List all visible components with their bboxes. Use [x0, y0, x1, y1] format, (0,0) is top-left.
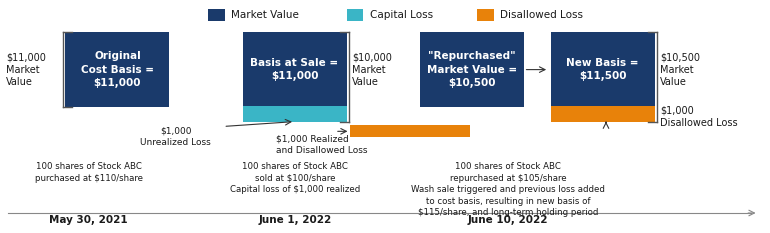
Text: May 30, 2021: May 30, 2021	[49, 215, 128, 225]
Text: 100 shares of Stock ABC
purchased at $110/share: 100 shares of Stock ABC purchased at $11…	[35, 162, 142, 183]
Text: $1,000
Disallowed Loss: $1,000 Disallowed Loss	[660, 106, 738, 128]
Text: New Basis =
$11,500: New Basis = $11,500	[566, 58, 639, 81]
Text: $1,000
Unrealized Loss: $1,000 Unrealized Loss	[140, 127, 211, 147]
Text: $10,500
Market
Value: $10,500 Market Value	[660, 52, 700, 87]
FancyBboxPatch shape	[65, 32, 169, 107]
Text: $11,000
Market
Value: $11,000 Market Value	[6, 52, 46, 87]
Text: Original
Cost Basis =
$11,000: Original Cost Basis = $11,000	[81, 51, 154, 88]
FancyBboxPatch shape	[208, 9, 225, 21]
FancyBboxPatch shape	[551, 106, 654, 122]
Text: Disallowed Loss: Disallowed Loss	[500, 10, 584, 20]
Text: 100 shares of Stock ABC
sold at $100/share
Capital loss of $1,000 realized: 100 shares of Stock ABC sold at $100/sha…	[229, 162, 360, 194]
Text: June 10, 2022: June 10, 2022	[468, 215, 548, 225]
FancyBboxPatch shape	[551, 32, 654, 107]
Text: "Repurchased"
Market Value =
$10,500: "Repurchased" Market Value = $10,500	[427, 51, 517, 88]
FancyBboxPatch shape	[243, 32, 346, 107]
FancyBboxPatch shape	[420, 32, 524, 107]
FancyBboxPatch shape	[243, 106, 346, 122]
Text: 100 shares of Stock ABC
repurchased at $105/share
Wash sale triggered and previo: 100 shares of Stock ABC repurchased at $…	[411, 162, 605, 217]
FancyBboxPatch shape	[350, 125, 470, 137]
FancyBboxPatch shape	[477, 9, 494, 21]
Text: $10,000
Market
Value: $10,000 Market Value	[352, 52, 392, 87]
Text: June 1, 2022: June 1, 2022	[258, 215, 332, 225]
Text: $1,000 Realized
and Disallowed Loss: $1,000 Realized and Disallowed Loss	[276, 135, 367, 155]
Text: Market Value: Market Value	[231, 10, 299, 20]
FancyBboxPatch shape	[346, 9, 363, 21]
Text: Basis at Sale =
$11,000: Basis at Sale = $11,000	[250, 58, 339, 81]
Text: Capital Loss: Capital Loss	[370, 10, 433, 20]
